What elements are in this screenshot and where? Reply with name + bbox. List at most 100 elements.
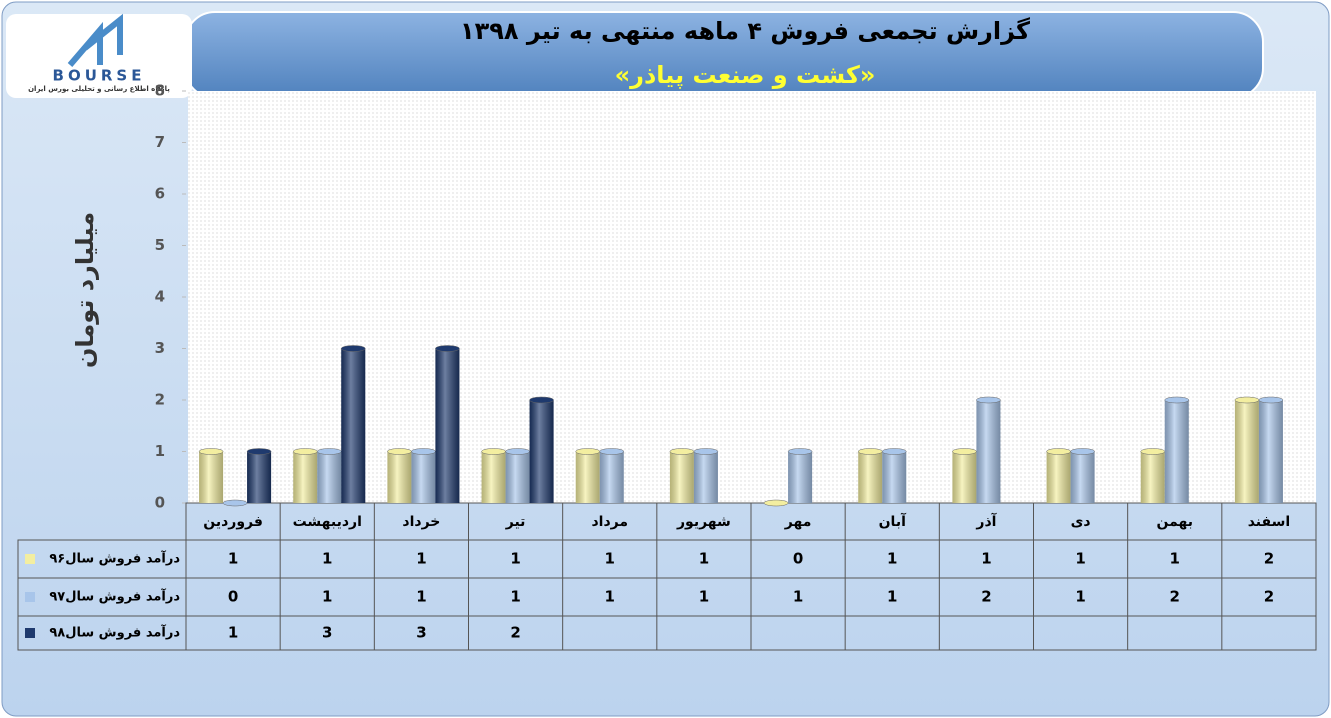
x-tick-label: مرداد <box>591 514 628 530</box>
bar-cap <box>387 448 412 455</box>
bar-cap <box>246 448 272 455</box>
bar-cap <box>222 499 248 507</box>
bar-cap <box>976 396 1001 404</box>
bar-shade <box>976 400 1001 503</box>
data-label: 1 <box>228 550 238 568</box>
logo-caption: پایگاه اطلاع رسانی و تحلیلی بورس ایران <box>28 84 170 93</box>
chart-subtitle: «کشت و صنعت پیاذر» <box>615 61 876 89</box>
data-label: 2 <box>981 588 991 606</box>
data-label: 3 <box>416 624 426 642</box>
bar-cap <box>317 448 342 455</box>
x-tick-label: دی <box>1071 514 1091 530</box>
data-label: 1 <box>510 550 520 568</box>
data-label: 1 <box>322 588 332 606</box>
bar-cap <box>529 396 554 404</box>
bar-cap <box>1140 448 1165 455</box>
bar-shade <box>882 451 907 503</box>
logo-mark <box>67 13 123 67</box>
data-label: 0 <box>793 550 803 568</box>
legend-label: درآمد فروش سال۹۶ <box>49 550 180 567</box>
data-label: 0 <box>228 588 238 606</box>
bar-cap <box>882 448 907 455</box>
y-tick-label: 6 <box>155 185 165 203</box>
bar-shade <box>952 451 977 503</box>
bar-cap <box>575 448 600 455</box>
plot-area <box>188 91 1316 503</box>
bar-shade <box>1258 400 1283 503</box>
bar-cap <box>787 448 813 455</box>
legend-label: درآمد فروش سال۹۸ <box>49 624 180 641</box>
data-label: 1 <box>605 550 615 568</box>
y-tick-label: 8 <box>155 82 165 100</box>
bar-shade <box>599 451 624 503</box>
data-label: 1 <box>1075 588 1085 606</box>
bar-shade <box>435 348 460 503</box>
x-tick-label: تیر <box>505 514 526 530</box>
data-label: 1 <box>699 550 709 568</box>
bar-shade <box>247 451 272 503</box>
bar-shade <box>411 451 436 503</box>
data-label: 1 <box>228 624 238 642</box>
y-tick-label: 2 <box>155 391 165 409</box>
data-label: 1 <box>1075 550 1085 568</box>
bar-cap <box>1234 396 1260 404</box>
legend-label: درآمد فروش سال۹۷ <box>49 588 180 605</box>
bar-cap <box>435 345 460 352</box>
bar-shade <box>575 451 600 503</box>
bar-shade <box>481 451 506 503</box>
x-tick-label: فروردین <box>203 514 263 530</box>
data-label: 2 <box>1170 588 1180 606</box>
y-tick-label: 5 <box>155 236 165 254</box>
x-tick-label: خرداد <box>402 514 440 530</box>
y-axis-label: میلیارد تومان <box>71 212 99 368</box>
legend-swatch <box>25 554 35 564</box>
data-label: 3 <box>322 624 332 642</box>
y-tick-label: 0 <box>155 494 165 512</box>
x-tick-label: مهر <box>784 514 812 530</box>
bar-cap <box>693 448 719 455</box>
bar-shade <box>788 451 813 503</box>
data-label: 2 <box>1264 588 1274 606</box>
bar-shade <box>1046 451 1071 503</box>
bar-shade <box>1070 451 1095 503</box>
data-label: 1 <box>887 588 897 606</box>
x-tick-label: آبان <box>879 512 907 530</box>
bar-cap <box>341 345 366 352</box>
bar-cap <box>763 499 789 507</box>
data-label: 1 <box>605 588 615 606</box>
bar-cap <box>669 448 695 455</box>
data-label: 1 <box>981 550 991 568</box>
y-tick-label: 7 <box>155 133 165 151</box>
x-tick-label: آذر <box>975 512 997 530</box>
bar-cap <box>481 448 506 455</box>
bar-cap <box>1164 396 1189 404</box>
bar-cap <box>1046 448 1071 455</box>
x-tick-label: اردیبهشت <box>293 514 362 530</box>
x-tick-label: بهمن <box>1157 514 1193 530</box>
data-label: 2 <box>510 624 520 642</box>
logo-name: BOURSE <box>53 67 146 85</box>
bar-cap <box>952 448 977 455</box>
x-tick-label: شهریور <box>676 514 731 530</box>
bar-cap <box>293 448 318 455</box>
data-label: 1 <box>322 550 332 568</box>
bar-cap <box>599 448 624 455</box>
data-label: 1 <box>699 588 709 606</box>
bar-shade <box>317 451 342 503</box>
data-label: 1 <box>416 550 426 568</box>
y-tick-label: 3 <box>155 339 165 357</box>
bar-shade <box>1140 451 1165 503</box>
bar-shade <box>669 451 694 503</box>
bar-shade <box>1164 400 1189 503</box>
bar-shade <box>341 348 366 503</box>
bar-cap <box>1070 448 1095 455</box>
data-label: 1 <box>510 588 520 606</box>
bar-cap <box>505 448 530 455</box>
chart-title: گزارش تجمعی فروش ۴ ماهه منتهی به تیر ۱۳۹… <box>460 17 1030 45</box>
bar-shade <box>293 451 318 503</box>
bar-shade <box>387 451 412 503</box>
bar-shade <box>693 451 718 503</box>
data-label: 1 <box>1170 550 1180 568</box>
data-label: 1 <box>793 588 803 606</box>
